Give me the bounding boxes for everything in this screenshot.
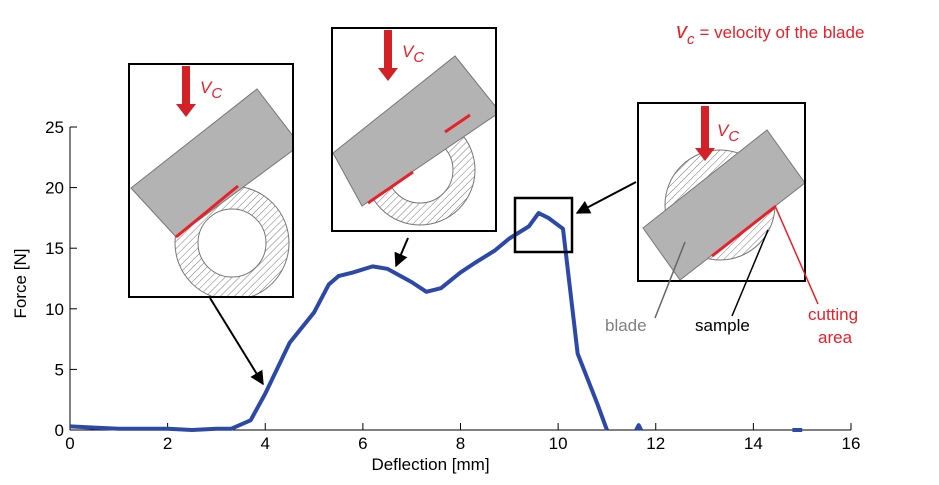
inset: VC <box>638 103 818 318</box>
inset: VC <box>129 64 300 300</box>
x-tick-label: 12 <box>646 434 665 453</box>
arrow <box>210 298 263 384</box>
note: vc= velocity of the blade <box>676 18 864 48</box>
label-cutting: cutting <box>808 305 858 324</box>
x-axis-label: Deflection [mm] <box>371 455 489 474</box>
y-tick-label: 20 <box>45 179 64 198</box>
y-tick-label: 25 <box>45 118 64 137</box>
x-tick-label: 16 <box>842 434 861 453</box>
x-tick-label: 4 <box>261 434 270 453</box>
label-blade: blade <box>605 316 647 335</box>
x-tick-label: 8 <box>456 434 465 453</box>
y-tick-label: 5 <box>55 360 64 379</box>
arrow <box>577 182 636 213</box>
arrow <box>396 238 408 266</box>
inset: VC <box>332 28 500 231</box>
chart: 0 5 10 15 20 25 0 2 4 6 8 10 12 14 16 Deflection [mm] Fo… <box>0 0 939 485</box>
x-tick-label: 10 <box>549 434 568 453</box>
label-sample: sample <box>695 316 750 335</box>
x-tick-label: 2 <box>163 434 172 453</box>
y-tick-label: 0 <box>55 421 64 440</box>
y-axis-label: Force [N] <box>11 249 30 319</box>
label-area: area <box>818 328 853 347</box>
x-tick-label: 0 <box>65 434 74 453</box>
x-tick-label: 6 <box>358 434 367 453</box>
x-tick-label: 14 <box>744 434 763 453</box>
y-tick-label: 15 <box>45 239 64 258</box>
y-tick-label: 10 <box>45 300 64 319</box>
